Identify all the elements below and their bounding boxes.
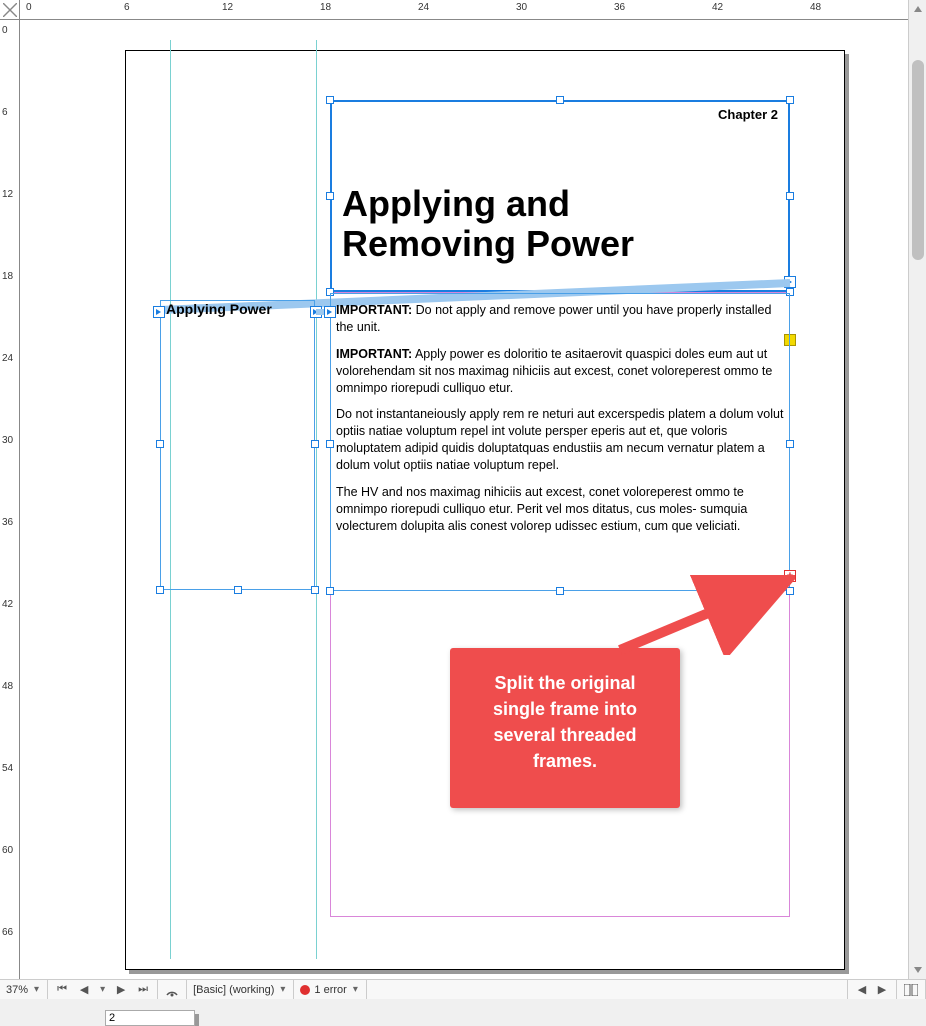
preflight-profile[interactable]: [Basic] (working) ▾	[187, 980, 294, 999]
overset-out-port-icon[interactable]	[784, 570, 796, 582]
status-bar: 37% ▾ ⏮ ◀ ▾ ▶ ⏭ [Basic] (working) ▾ 1 er…	[0, 979, 926, 999]
side-heading: Applying Power	[166, 301, 272, 317]
ruler-tick: 0	[2, 26, 8, 36]
ruler-tick: 30	[516, 2, 527, 13]
ruler-tick: 36	[2, 518, 13, 528]
chapter-title: Applying and Removing Power	[342, 184, 634, 263]
in-port-icon[interactable]	[324, 306, 336, 318]
ruler-tick: 30	[2, 436, 13, 446]
ruler-tick: 6	[2, 108, 8, 118]
scrollbar-thumb[interactable]	[912, 60, 924, 260]
chevron-down-icon[interactable]: ▾	[278, 984, 287, 995]
selection-handle[interactable]	[326, 96, 334, 104]
last-page-icon[interactable]: ⏭	[135, 982, 151, 998]
ruler-tick: 48	[2, 682, 13, 692]
scroll-up-icon[interactable]	[909, 0, 926, 18]
chevron-down-icon[interactable]: ▾	[98, 984, 107, 995]
ruler-tick: 0	[26, 2, 32, 13]
text-frame-title[interactable]: Chapter 2 Applying and Removing Power	[330, 100, 790, 292]
next-page-icon[interactable]: ▶	[113, 982, 129, 998]
selection-handle[interactable]	[326, 587, 334, 595]
page-number-input[interactable]	[105, 1010, 195, 1026]
title-line: Removing Power	[342, 224, 634, 264]
selection-handle[interactable]	[311, 440, 319, 448]
selection-handle[interactable]	[326, 440, 334, 448]
important-label: IMPORTANT:	[336, 303, 412, 317]
selection-handle[interactable]	[311, 586, 319, 594]
ruler-tick: 18	[320, 2, 331, 13]
scroll-down-icon[interactable]	[909, 961, 926, 979]
ruler-tick: 6	[124, 2, 130, 13]
ruler-tick: 48	[810, 2, 821, 13]
horizontal-ruler[interactable]: 061218243036424854	[20, 0, 908, 20]
ruler-tick: 24	[2, 354, 13, 364]
title-line: Applying and	[342, 184, 634, 224]
ruler-origin[interactable]	[0, 0, 20, 20]
ruler-tick: 42	[712, 2, 723, 13]
selection-handle[interactable]	[786, 587, 794, 595]
body-paragraph: The HV and nos maximag nihiciis aut exce…	[336, 484, 784, 535]
zoom-control[interactable]: 37% ▾	[0, 980, 48, 999]
selection-handle[interactable]	[556, 587, 564, 595]
callout-text: Split the original single frame into sev…	[493, 673, 637, 771]
in-port-icon[interactable]	[153, 306, 165, 318]
selection-handle[interactable]	[556, 96, 564, 104]
ruler-tick: 36	[614, 2, 625, 13]
selection-handle[interactable]	[326, 192, 334, 200]
ruler-tick: 54	[2, 764, 13, 774]
selection-handle[interactable]	[786, 192, 794, 200]
vertical-ruler[interactable]: 0 6 12 18 24 30 36 42 48 54 60 66	[0, 20, 20, 979]
body-text: IMPORTANT: Do not apply and remove power…	[336, 302, 784, 545]
text-frame-body[interactable]: IMPORTANT: Do not apply and remove power…	[330, 293, 790, 591]
scroll-left-icon[interactable]: ◀	[854, 982, 870, 998]
first-page-icon[interactable]: ⏮	[54, 982, 70, 998]
selection-handle[interactable]	[786, 440, 794, 448]
annotation-callout: Split the original single frame into sev…	[450, 648, 680, 808]
ruler-tick: 24	[418, 2, 429, 13]
chevron-down-icon[interactable]: ▾	[32, 984, 41, 995]
open-dialog-icon[interactable]	[164, 982, 180, 998]
vertical-scrollbar[interactable]	[908, 0, 926, 979]
preflight-status[interactable]: 1 error ▾	[294, 980, 366, 999]
ruler-tick: 66	[2, 928, 13, 938]
column-guide[interactable]	[316, 40, 317, 959]
selection-handle[interactable]	[156, 586, 164, 594]
out-port-icon[interactable]	[310, 306, 322, 318]
prev-page-icon[interactable]: ◀	[76, 982, 92, 998]
chevron-down-icon[interactable]: ▾	[351, 984, 360, 995]
profile-label: [Basic] (working)	[193, 984, 274, 996]
body-paragraph: Do not instantaneiously apply rem re net…	[336, 406, 784, 474]
ruler-tick: 12	[222, 2, 233, 13]
important-label: IMPORTANT:	[336, 347, 412, 361]
chapter-label: Chapter 2	[718, 107, 778, 122]
error-dot-icon	[300, 985, 310, 995]
out-port-icon[interactable]	[784, 276, 796, 288]
selection-handle[interactable]	[234, 586, 242, 594]
ruler-tick: 60	[2, 846, 13, 856]
selection-handle[interactable]	[786, 96, 794, 104]
error-count: 1 error	[314, 984, 346, 996]
document-canvas[interactable]: Chapter 2 Applying and Removing Power Ap…	[20, 20, 908, 979]
selection-handle[interactable]	[156, 440, 164, 448]
split-view-icon[interactable]	[903, 982, 919, 998]
zoom-value: 37%	[6, 984, 28, 996]
ruler-tick: 12	[2, 190, 13, 200]
ruler-tick: 18	[2, 272, 13, 282]
scroll-right-icon[interactable]: ▶	[874, 982, 890, 998]
text-frame-side-heading[interactable]: Applying Power	[160, 300, 315, 590]
ruler-tick: 42	[2, 600, 13, 610]
